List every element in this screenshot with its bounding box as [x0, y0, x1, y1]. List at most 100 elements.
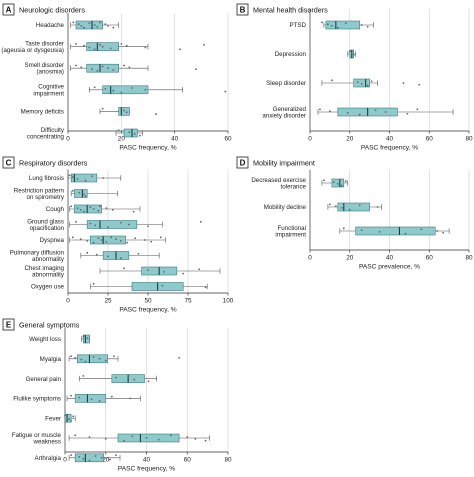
- category-label: Ground glass: [27, 218, 64, 225]
- x-tick-label: 20: [346, 136, 354, 143]
- panel-title: Respiratory disorders: [19, 159, 88, 168]
- data-point: [170, 434, 172, 437]
- x-axis-label: PASC frequency, %: [361, 145, 418, 152]
- x-tick-label: 80: [224, 457, 232, 464]
- panel-tag-box: [236, 156, 249, 169]
- data-point: [404, 232, 407, 235]
- category-label: anxiety disorder: [262, 113, 306, 120]
- data-point: [336, 26, 339, 29]
- data-point: [186, 436, 189, 439]
- data-point: [330, 79, 333, 82]
- data-point: [111, 208, 114, 211]
- iqr-box: [86, 220, 138, 229]
- data-point: [102, 177, 105, 179]
- data-point: [123, 439, 125, 442]
- data-point: [64, 414, 66, 417]
- data-point: [78, 456, 81, 458]
- data-point: [76, 177, 79, 180]
- category-label: Decreased exercise: [251, 177, 306, 184]
- data-point: [143, 239, 146, 241]
- data-point: [92, 208, 95, 210]
- data-point: [358, 113, 361, 116]
- x-tick-label: 60: [426, 136, 434, 143]
- data-point: [104, 88, 107, 90]
- category-row: Arthralgia: [35, 453, 121, 463]
- category-label: Cognitive: [38, 84, 64, 91]
- panel-d: D Mobility impairment 0 20 40 60 80 PASC preval…: [236, 156, 473, 271]
- x-tick-label: 40: [143, 457, 151, 464]
- data-point: [75, 220, 77, 223]
- data-point: [332, 181, 335, 184]
- category-row: Depression: [275, 49, 357, 59]
- category-row: Sleep disorder: [266, 78, 421, 88]
- category-row: Mobility decline: [264, 202, 382, 212]
- data-point: [340, 184, 343, 187]
- data-point: [70, 355, 73, 358]
- data-point: [68, 418, 70, 420]
- x-tick-label: 80: [465, 255, 473, 262]
- data-point: [139, 134, 141, 137]
- data-point: [120, 43, 123, 45]
- x-axis-label: PASC prevalence, %: [359, 264, 420, 271]
- data-point: [344, 22, 347, 25]
- data-point: [370, 80, 373, 83]
- data-point: [74, 357, 77, 359]
- data-point: [80, 358, 83, 361]
- category-label: Cough: [46, 206, 65, 213]
- data-point: [147, 225, 149, 228]
- category-label: abnormality: [32, 272, 65, 279]
- data-point: [112, 89, 115, 92]
- data-point: [334, 205, 337, 208]
- data-point: [119, 221, 122, 224]
- category-label: impairment: [33, 90, 64, 97]
- panel-tag: E: [6, 321, 12, 330]
- data-point: [97, 209, 100, 212]
- panel-title: General symptoms: [19, 321, 80, 330]
- category-label: Difficulty: [41, 127, 65, 134]
- data-point: [98, 357, 101, 360]
- data-point: [101, 107, 104, 110]
- data-point: [115, 376, 117, 379]
- category-label: Arthralgia: [35, 455, 62, 462]
- data-point: [328, 203, 331, 206]
- category-label: Fever: [45, 415, 61, 422]
- data-point: [107, 24, 109, 27]
- category-label: weakness: [32, 439, 61, 446]
- category-label: on spirometry: [27, 194, 65, 201]
- data-point: [84, 360, 87, 363]
- data-point: [109, 47, 112, 50]
- data-point: [319, 108, 321, 111]
- category-row: Headache: [36, 20, 119, 30]
- data-point: [204, 286, 207, 289]
- data-point: [92, 241, 95, 244]
- data-point: [79, 238, 82, 241]
- category-label: Functional: [277, 225, 306, 232]
- data-point: [358, 204, 361, 207]
- panel-tag: A: [6, 6, 12, 15]
- category-row: Smell disorder(anosmia): [24, 62, 197, 76]
- category-label: Dyspnea: [40, 237, 65, 244]
- data-point: [123, 109, 125, 112]
- data-point: [119, 257, 122, 260]
- data-point: [328, 110, 331, 113]
- data-point: [99, 21, 101, 24]
- data-point: [120, 91, 123, 94]
- x-tick-label: 60: [426, 255, 434, 262]
- data-point: [112, 26, 115, 29]
- data-point: [224, 90, 227, 93]
- data-point: [77, 23, 80, 26]
- category-label: concentrating: [27, 134, 65, 141]
- data-point: [442, 231, 445, 234]
- x-tick-label: 20: [346, 255, 354, 262]
- data-point: [194, 437, 197, 440]
- x-tick-label: 80: [465, 136, 473, 143]
- iqr-box: [337, 202, 370, 212]
- data-point: [104, 359, 107, 362]
- category-label: Headache: [36, 22, 65, 29]
- category-label: (anosmia): [36, 69, 64, 76]
- x-tick-label: 25: [104, 298, 112, 305]
- category-label: tolerance: [281, 184, 307, 191]
- data-point: [145, 437, 148, 439]
